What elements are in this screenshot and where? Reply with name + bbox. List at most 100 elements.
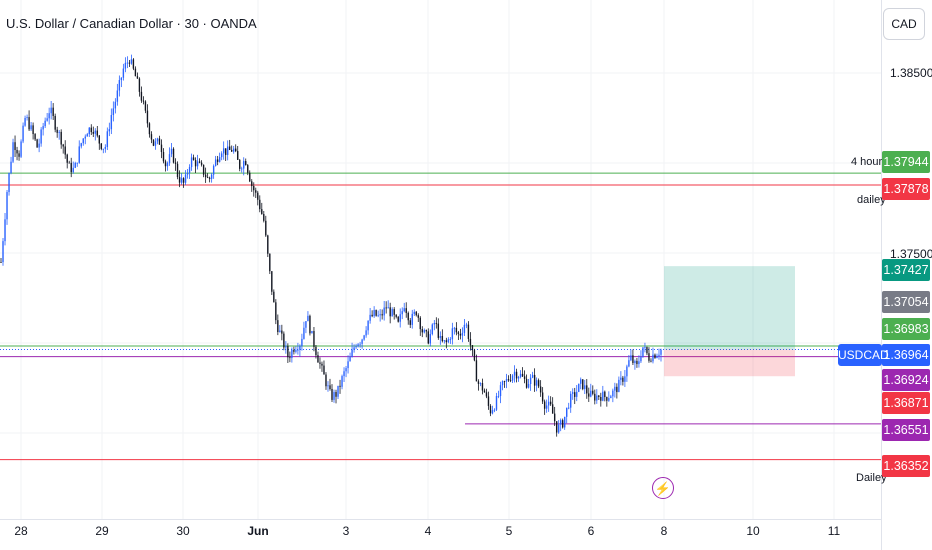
candle-body — [166, 163, 169, 167]
candle-body — [425, 330, 427, 332]
candle-body — [339, 385, 341, 387]
x-tick-label: 3 — [342, 524, 350, 538]
x-tick-label: 30 — [176, 524, 190, 538]
candle-body — [228, 146, 231, 150]
candle-body — [247, 165, 249, 173]
candle-body — [4, 219, 6, 242]
candle-body — [142, 100, 145, 102]
candle-body — [515, 371, 518, 379]
x-tick-label: 6 — [587, 524, 595, 538]
candle-body — [78, 146, 80, 163]
candle-body — [28, 117, 30, 130]
currency-button[interactable]: CAD — [883, 8, 925, 40]
candle-body — [351, 349, 353, 357]
candle-body — [505, 379, 508, 382]
candle-body — [118, 80, 121, 91]
price-chart[interactable] — [0, 0, 882, 519]
x-tick-label: 28 — [14, 524, 28, 538]
candle-body — [218, 157, 221, 162]
candle-body — [648, 353, 650, 361]
candle-body — [459, 333, 462, 336]
candle-body — [241, 168, 243, 170]
candle-body — [120, 77, 123, 81]
candle-body — [92, 132, 94, 134]
candle-body — [539, 386, 542, 393]
candle-body — [130, 59, 133, 64]
candle-body — [140, 91, 143, 101]
candle-body — [525, 378, 528, 388]
candle-body — [624, 376, 626, 382]
candle-body — [600, 396, 602, 401]
candle-body — [152, 139, 155, 146]
candle-body — [72, 167, 74, 173]
candle-body — [100, 143, 103, 149]
candle-body — [369, 314, 371, 321]
candle-body — [469, 338, 472, 346]
candle-body — [94, 130, 96, 134]
candle-body — [112, 108, 115, 116]
candle-body — [251, 181, 253, 187]
candle-body — [543, 401, 546, 409]
candle-body — [656, 355, 658, 358]
candle-body — [106, 131, 109, 147]
candle-body — [453, 327, 456, 329]
candle-body — [335, 392, 337, 397]
candle-body — [610, 396, 612, 399]
candle-body — [48, 113, 50, 119]
candle-body — [299, 346, 301, 350]
candle-body — [293, 349, 295, 352]
horizontal-levels[interactable] — [0, 172, 882, 461]
candle-body — [160, 144, 163, 153]
candle-body — [283, 333, 285, 348]
candle-body — [226, 146, 229, 155]
price-tag-daily-low: 1.36352 — [882, 455, 930, 477]
candle-body — [233, 148, 235, 152]
candle-body — [578, 383, 580, 392]
candle-body — [586, 385, 588, 394]
candle-body — [443, 340, 446, 342]
price-tag-4h-level: 1.37944 — [882, 151, 930, 173]
long-position-tool[interactable] — [664, 266, 795, 377]
candle-body — [136, 76, 139, 79]
candle-body — [311, 331, 313, 334]
candle-body — [537, 380, 540, 387]
candle-body — [622, 377, 624, 382]
x-tick-label: 10 — [746, 524, 760, 538]
candle-body — [212, 165, 215, 175]
lightning-icon[interactable]: ⚡ — [652, 477, 674, 499]
candle-body — [373, 309, 375, 317]
candle-body — [108, 129, 111, 132]
candle-body — [275, 302, 277, 321]
candle-body — [24, 117, 26, 126]
candle-body — [253, 186, 255, 191]
candle-body — [190, 157, 193, 168]
candle-body — [96, 130, 98, 136]
candle-body — [529, 377, 532, 385]
price-tag-purple-low: 1.36551 — [882, 419, 930, 441]
candle-body — [557, 424, 560, 433]
candle-body — [636, 360, 638, 365]
candle-body — [592, 390, 594, 394]
candle-body — [90, 127, 92, 133]
x-tick-label: Jun — [247, 524, 269, 538]
candle-body — [263, 214, 265, 221]
candle-body — [594, 393, 596, 401]
candle-body — [572, 392, 574, 394]
candle-body — [235, 148, 237, 152]
candle-body — [245, 161, 247, 166]
candle-body — [269, 253, 271, 272]
candle-body — [553, 413, 556, 422]
candle-body — [8, 173, 10, 193]
candle-body — [391, 309, 393, 317]
price-axis-divider — [881, 0, 882, 550]
candle-body — [30, 125, 32, 130]
candle-body — [521, 373, 524, 377]
candle-body — [154, 141, 157, 146]
candle-body — [367, 320, 369, 331]
x-tick-label: 4 — [424, 524, 432, 538]
candle-body — [307, 315, 309, 322]
candle-body — [551, 404, 554, 414]
candle-body — [471, 345, 474, 351]
candle-body — [224, 148, 227, 155]
candle-body — [122, 68, 125, 78]
